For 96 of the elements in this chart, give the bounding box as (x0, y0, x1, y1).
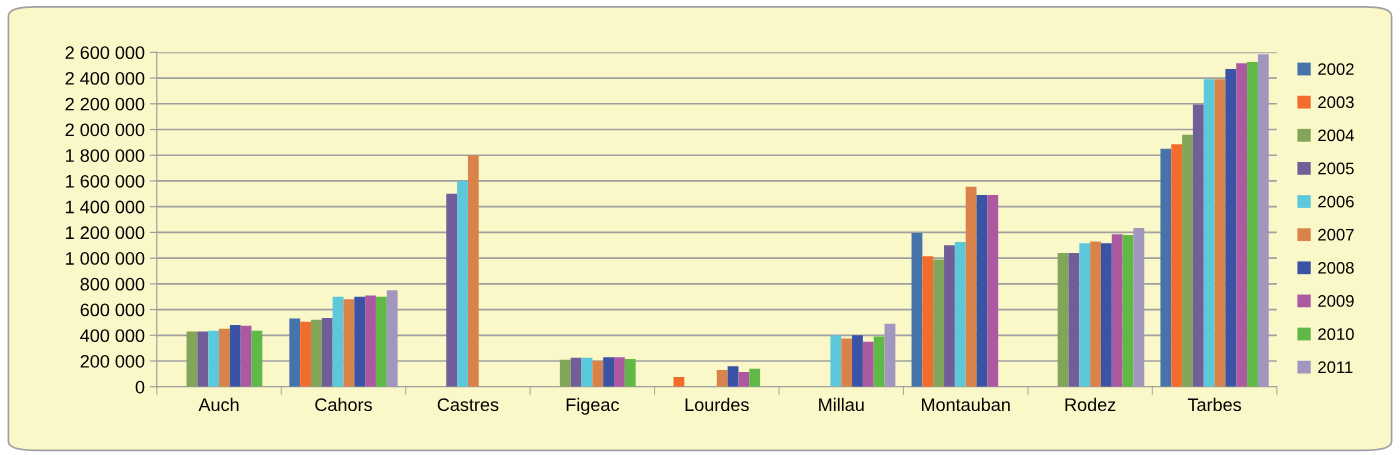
bar (365, 295, 376, 387)
bar (229, 325, 241, 387)
bar (1100, 243, 1112, 387)
x-tick-label: Castres (437, 398, 499, 412)
bar (1192, 104, 1204, 387)
bar (457, 180, 468, 387)
bar (240, 325, 252, 387)
bar (1160, 148, 1172, 387)
bar (727, 366, 739, 387)
bar (375, 296, 387, 387)
bar (332, 296, 344, 387)
y-tick-label: 2 600 000 (65, 46, 145, 60)
bar (922, 256, 934, 387)
legend-label: 2009 (1318, 295, 1354, 307)
bar (1171, 144, 1183, 387)
x-tick-label: Millau (819, 397, 864, 412)
x-tick-label: Tarbes (1187, 397, 1242, 412)
bar (354, 296, 366, 387)
legend-label: 2006 (1318, 195, 1354, 208)
bar (251, 330, 263, 387)
x-tick-label: Lourdes (685, 397, 749, 412)
bar (386, 290, 398, 387)
bar (1257, 54, 1269, 387)
bar (1057, 252, 1069, 387)
bar (300, 321, 311, 387)
legend-label: 2002 (1318, 63, 1354, 75)
y-tick-label: 1 800 000 (66, 149, 145, 162)
bar (933, 259, 945, 387)
y-tick-label: 1 400 000 (66, 200, 145, 214)
bar (559, 359, 571, 387)
bar (738, 371, 750, 387)
bar (944, 245, 955, 387)
legend-label: 2011 (1318, 361, 1353, 374)
bar (289, 318, 301, 387)
bar (1214, 79, 1226, 387)
bar (624, 359, 636, 387)
bar (186, 331, 198, 387)
bar (852, 335, 863, 387)
y-tick-label: 1 200 000 (66, 226, 145, 240)
bar (446, 193, 458, 387)
bar (197, 331, 209, 387)
bar (884, 323, 896, 387)
bar (1236, 63, 1248, 387)
legend-label: 2007 (1318, 228, 1354, 241)
legend-label: 2008 (1318, 261, 1354, 274)
bar (1068, 252, 1080, 387)
y-tick-label: 1 600 000 (66, 174, 145, 188)
bar (749, 368, 761, 387)
bar (1225, 69, 1237, 387)
bar (987, 195, 999, 387)
bar (321, 317, 333, 387)
bar (1111, 234, 1123, 387)
bar (873, 336, 885, 387)
y-tick-label: 600 000 (80, 303, 145, 317)
bar (954, 242, 966, 387)
bar (603, 357, 615, 387)
bar (841, 338, 853, 387)
y-tick-label: 2 200 000 (65, 97, 145, 111)
bar (310, 319, 322, 387)
bar (1079, 243, 1091, 387)
x-tick-label: Rodez (1065, 397, 1116, 412)
bar (911, 233, 923, 387)
bar (1203, 79, 1215, 387)
bar (1122, 234, 1134, 387)
bar (592, 361, 604, 387)
y-tick-label: 800 000 (80, 277, 145, 291)
bar (208, 330, 220, 387)
bar (219, 328, 230, 387)
y-tick-label: 2 000 000 (65, 123, 145, 137)
legend-label: 2003 (1318, 96, 1354, 109)
bar (862, 341, 874, 387)
y-tick-label: 2 400 000 (65, 71, 145, 85)
legend-label: 2004 (1318, 129, 1354, 142)
bar (976, 195, 988, 387)
y-tick-label: 1 000 000 (66, 252, 145, 265)
bar (1133, 227, 1145, 387)
bar (830, 335, 842, 387)
x-tick-label: Cahors (315, 397, 372, 412)
y-tick-label: 0 (135, 380, 145, 394)
legend-label: 2010 (1318, 328, 1354, 340)
bar (614, 357, 625, 387)
bar (673, 377, 685, 387)
x-tick-label: Figeac (566, 397, 619, 415)
bar (570, 357, 582, 387)
x-tick-label: Auch (198, 397, 239, 412)
x-tick-label: Montauban (922, 397, 1010, 412)
bar (965, 186, 977, 387)
bar (343, 299, 355, 387)
y-tick-label: 400 000 (80, 329, 145, 343)
bar (1247, 61, 1258, 387)
bar (467, 155, 479, 387)
bar (1090, 241, 1101, 387)
bar (716, 370, 728, 387)
bar (1182, 134, 1193, 387)
y-tick-label: 200 000 (80, 354, 145, 368)
legend-label: 2005 (1318, 162, 1354, 175)
